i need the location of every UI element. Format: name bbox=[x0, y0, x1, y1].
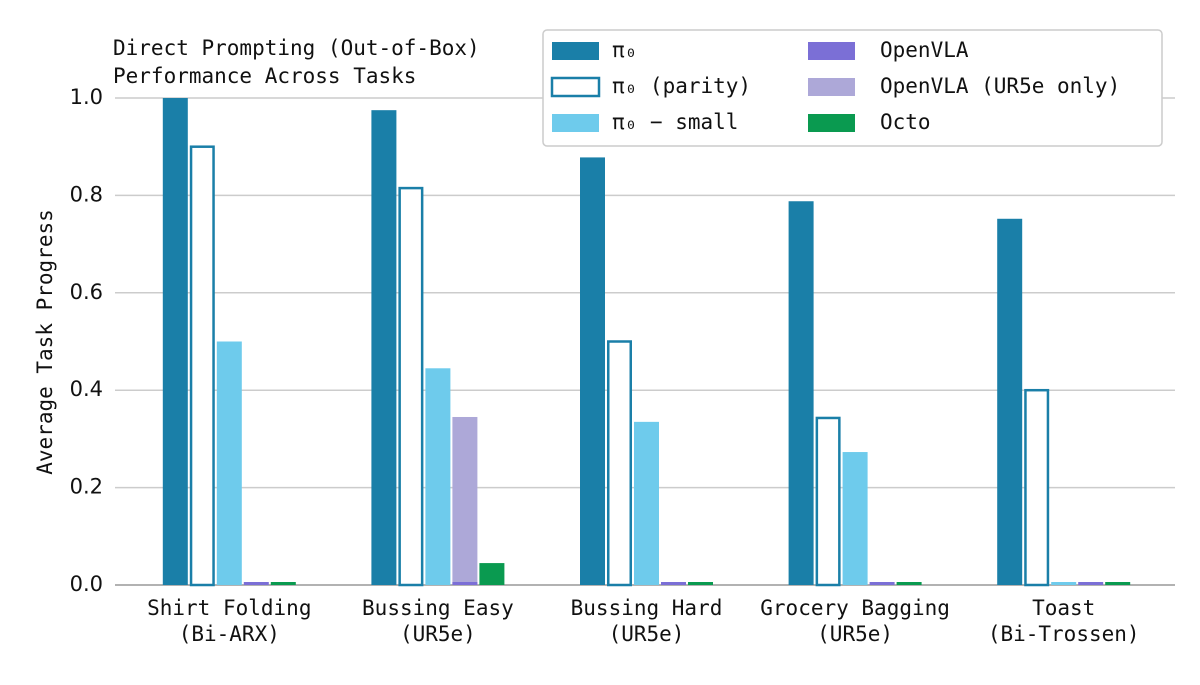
bar bbox=[997, 218, 1023, 585]
bar bbox=[688, 582, 713, 585]
legend-label: π₀ (parity) bbox=[612, 74, 751, 98]
x-tick-label: Toast bbox=[1032, 596, 1095, 620]
x-tick-label: (UR5e) bbox=[817, 622, 893, 646]
y-tick-label: 0.6 bbox=[70, 280, 103, 304]
bar bbox=[661, 582, 686, 585]
y-tick-label: 0.0 bbox=[70, 572, 103, 596]
bar bbox=[1051, 582, 1077, 585]
bar bbox=[607, 340, 632, 587]
legend-label: OpenVLA bbox=[880, 38, 969, 62]
bar bbox=[425, 368, 451, 585]
bar bbox=[842, 452, 868, 585]
legend-swatch bbox=[808, 42, 855, 60]
y-tick-label: 1.0 bbox=[70, 85, 103, 109]
chart-title: Direct Prompting (Out-of-Box) bbox=[113, 36, 480, 60]
y-axis-label: Average Task Progress bbox=[33, 209, 57, 475]
bar bbox=[398, 186, 424, 587]
x-tick-label: Bussing Hard bbox=[571, 596, 723, 620]
bar bbox=[452, 416, 478, 585]
legend-label: OpenVLA (UR5e only) bbox=[880, 74, 1120, 98]
legend-swatch bbox=[808, 114, 855, 132]
legend-label: π₀ bbox=[612, 38, 637, 62]
x-tick-label: (Bi-Trossen) bbox=[988, 622, 1140, 646]
bar bbox=[1078, 582, 1104, 585]
y-tick-label: 0.2 bbox=[70, 475, 103, 499]
bar bbox=[788, 201, 814, 585]
x-tick-label: Bussing Easy bbox=[362, 596, 514, 620]
x-tick-label: (UR5e) bbox=[609, 622, 685, 646]
x-tick-label: (UR5e) bbox=[400, 622, 476, 646]
bar bbox=[896, 582, 922, 585]
x-tick-label: (Bi-ARX) bbox=[179, 622, 280, 646]
x-tick-label: Grocery Bagging bbox=[760, 596, 950, 620]
y-tick-label: 0.4 bbox=[70, 377, 103, 401]
bar bbox=[452, 582, 478, 585]
bar bbox=[216, 341, 242, 585]
legend-swatch bbox=[552, 42, 599, 60]
bar bbox=[580, 157, 605, 585]
legend-swatch bbox=[550, 76, 601, 98]
bar bbox=[270, 582, 296, 585]
bar bbox=[243, 582, 269, 585]
legend-swatch bbox=[552, 114, 599, 132]
bar bbox=[634, 421, 659, 585]
bar bbox=[479, 563, 505, 585]
bar bbox=[162, 98, 188, 585]
bar bbox=[1024, 388, 1050, 587]
legend-label: Octo bbox=[880, 110, 931, 134]
bar bbox=[371, 110, 397, 586]
bar bbox=[869, 582, 895, 585]
bar bbox=[815, 416, 841, 587]
chart-title: Performance Across Tasks bbox=[113, 64, 416, 88]
bar bbox=[189, 145, 215, 587]
bar bbox=[1105, 582, 1131, 585]
legend-swatch bbox=[808, 78, 855, 96]
x-tick-label: Shirt Folding bbox=[147, 596, 311, 620]
legend-label: π₀ − small bbox=[612, 110, 738, 134]
y-tick-label: 0.8 bbox=[70, 182, 103, 206]
